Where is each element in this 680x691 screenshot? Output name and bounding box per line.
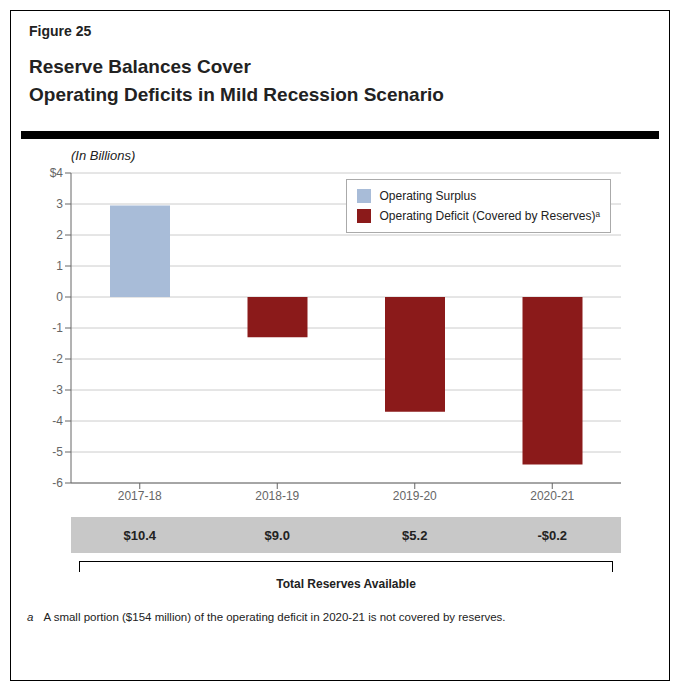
svg-text:2017-18: 2017-18 <box>118 489 162 503</box>
html-text:$9.0: $9.0 <box>264 527 290 543</box>
svg-text:-3: -3 <box>52 383 63 397</box>
svg-text:2019-20: 2019-20 <box>393 489 437 503</box>
svg-text:-1: -1 <box>52 321 63 335</box>
html-text:Operating Surplus: Operating Surplus <box>379 189 477 203</box>
svg-text:-2: -2 <box>52 352 63 366</box>
svg-text:2018-19: 2018-19 <box>255 489 299 503</box>
svg-text:-4: -4 <box>52 414 63 428</box>
svg-text:1: 1 <box>56 259 63 273</box>
html-text:$5.2: $5.2 <box>402 527 428 543</box>
svg-text:-5: -5 <box>52 445 63 459</box>
html-text:Figure 25: Figure 25 <box>29 23 92 39</box>
svg-text:0: 0 <box>56 290 63 304</box>
svg-text:-6: -6 <box>52 476 63 490</box>
html-text:Operating Deficit (Covered by: Operating Deficit (Covered by Reserves)ᵃ <box>379 209 600 223</box>
svg-text:2020-21: 2020-21 <box>530 489 574 503</box>
html-text:-$0.2: -$0.2 <box>537 527 568 543</box>
html-text:Reserve Balances Cover Operati: Reserve Balances Cover Operating Deficit… <box>29 56 444 105</box>
svg-text:$4: $4 <box>50 166 64 180</box>
html-text:Total Reserves Available: Total Reserves Available <box>276 577 416 591</box>
html-text:$10.4: $10.4 <box>123 527 156 543</box>
svg-text:3: 3 <box>56 197 63 211</box>
html-text:(In Billions): (In Billions) <box>71 148 136 163</box>
html-text:a: a <box>27 611 34 623</box>
svg-text:2: 2 <box>56 228 63 242</box>
html-text:A small portion ($154 million): A small portion ($154 million) of the op… <box>43 611 506 623</box>
